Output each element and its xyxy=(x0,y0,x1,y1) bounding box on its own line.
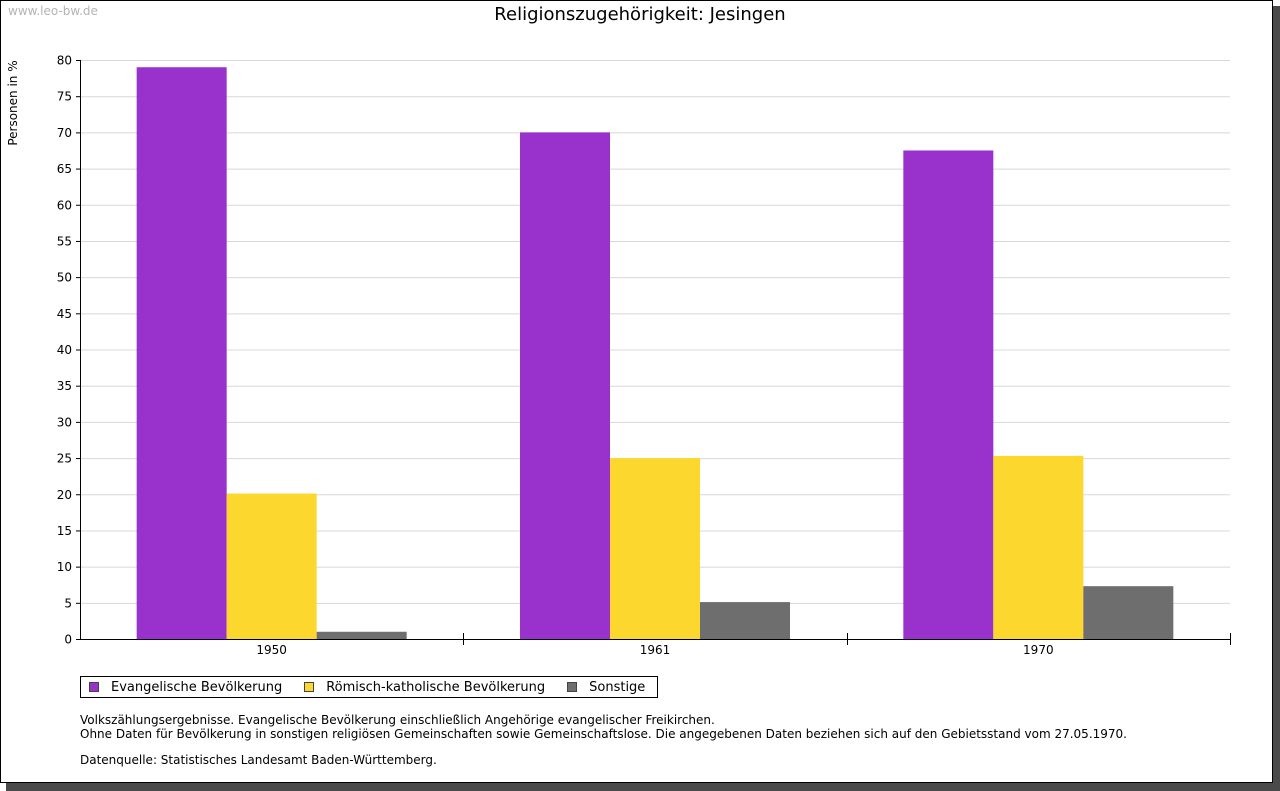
y-tick-label: 45 xyxy=(57,307,72,321)
legend-item-katholisch: Römisch-katholische Bevölkerung xyxy=(304,680,545,695)
chart-notes: Volkszählungsergebnisse. Evangelische Be… xyxy=(80,713,1127,767)
legend-swatch-sonstige xyxy=(567,682,578,692)
y-tick-label: 5 xyxy=(64,596,72,610)
frame-shadow-bottom xyxy=(6,783,1280,791)
legend-label-katholisch: Römisch-katholische Bevölkerung xyxy=(326,679,546,695)
bar-1970-sonstige xyxy=(1083,586,1174,639)
y-tick-label: 60 xyxy=(57,198,72,212)
y-tick-label: 0 xyxy=(64,633,72,647)
note-line-1: Volkszählungsergebnisse. Evangelische Be… xyxy=(80,713,715,727)
legend-label-sonstige: Sonstige xyxy=(589,679,646,695)
y-tick-label: 25 xyxy=(57,452,72,466)
bar-chart: 0 5 10 15 20 25 30 35 40 45 50 55 60 65 70 75 80 1950 1961… xyxy=(57,54,1231,657)
bar-1950-sonstige xyxy=(316,631,407,639)
y-tick-label: 80 xyxy=(57,54,72,68)
bar-1961-katholisch xyxy=(610,458,700,639)
legend-label-evangelisch: Evangelische Bevölkerung xyxy=(111,679,283,695)
bar-1950-evangelisch xyxy=(136,67,227,640)
legend-swatch-evangelisch xyxy=(89,682,99,692)
y-tick-label: 75 xyxy=(57,90,72,104)
note-line-2: Ohne Daten für Bevölkerung in sonstigen … xyxy=(80,727,1127,741)
bar-1961-sonstige xyxy=(700,602,790,639)
legend: Evangelische Bevölkerung Römisch-katholi… xyxy=(80,676,659,698)
y-tick-label: 10 xyxy=(57,560,72,574)
y-tick-label: 65 xyxy=(57,162,72,176)
watermark: www.leo-bw.de xyxy=(8,4,98,18)
y-tick-label: 70 xyxy=(57,126,72,140)
bar-1970-evangelisch xyxy=(903,150,994,639)
chart-title: Religionszugehörigkeit: Jesingen xyxy=(494,4,786,25)
x-tick-label: 1970 xyxy=(1023,643,1054,657)
bar-1961-evangelisch xyxy=(520,132,610,639)
legend-item-evangelisch: Evangelische Bevölkerung xyxy=(89,680,282,695)
bar-1970-katholisch xyxy=(993,455,1084,639)
y-tick-label: 15 xyxy=(57,524,72,538)
x-tick-label: 1961 xyxy=(640,643,671,657)
y-tick-label: 35 xyxy=(57,379,72,393)
x-tick-label: 1950 xyxy=(256,643,287,657)
data-source: Datenquelle: Statistisches Landesamt Bad… xyxy=(80,753,437,767)
y-tick-label: 55 xyxy=(57,234,72,248)
y-tick-label: 40 xyxy=(57,343,72,357)
bar-1950-katholisch xyxy=(226,493,317,639)
y-tick-label: 50 xyxy=(57,271,72,285)
y-tick-label: 20 xyxy=(57,488,72,502)
frame-shadow-right xyxy=(1273,6,1280,791)
legend-item-sonstige: Sonstige xyxy=(567,680,645,695)
y-tick-label: 30 xyxy=(57,415,72,429)
legend-swatch-katholisch xyxy=(304,682,315,692)
